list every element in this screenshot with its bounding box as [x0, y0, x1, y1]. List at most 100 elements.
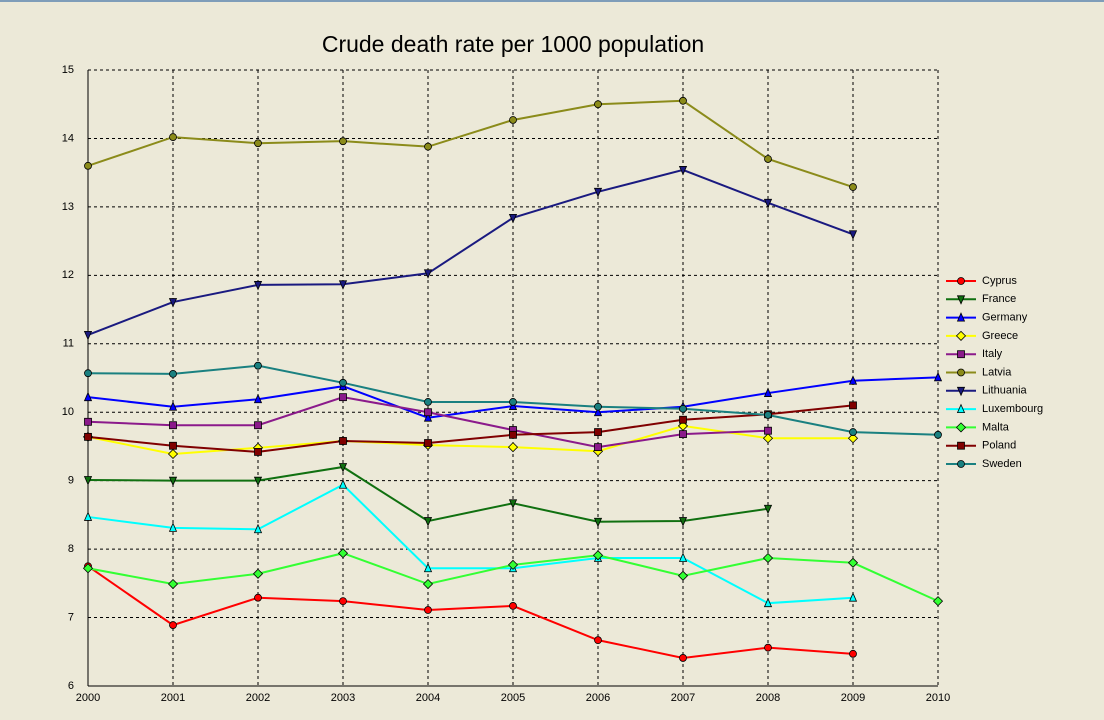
marker — [423, 562, 433, 573]
marker — [339, 597, 347, 606]
marker — [254, 139, 262, 148]
marker — [593, 406, 603, 417]
marker — [424, 142, 432, 151]
marker — [764, 426, 772, 435]
series-line — [87, 99, 854, 188]
marker — [337, 548, 349, 559]
y-tick-label: 7 — [68, 611, 74, 623]
legend-label: France — [982, 293, 1016, 305]
x-tick-label: 2010 — [926, 692, 950, 704]
marker — [424, 439, 432, 447]
marker — [509, 398, 517, 406]
marker — [338, 280, 348, 290]
marker — [82, 563, 94, 574]
marker — [339, 378, 347, 387]
legend-label: Lithuania — [982, 385, 1028, 397]
marker — [168, 522, 178, 532]
y-tick-label: 6 — [68, 680, 74, 692]
y-tick-label: 12 — [62, 269, 74, 281]
marker — [762, 433, 774, 444]
marker — [84, 432, 92, 441]
marker — [594, 402, 602, 411]
marker — [169, 133, 177, 141]
marker — [423, 412, 433, 422]
legend-marker — [955, 422, 967, 433]
marker — [762, 552, 774, 564]
x-tick-label: 2007 — [671, 692, 695, 704]
marker — [168, 401, 178, 411]
marker — [422, 578, 434, 590]
x-tick-label: 2009 — [841, 692, 865, 704]
legend-marker — [956, 403, 966, 414]
x-tick-label: 2002 — [246, 692, 270, 704]
y-tick-label: 11 — [63, 338, 74, 350]
marker — [764, 155, 772, 163]
marker — [679, 96, 687, 105]
marker — [508, 213, 518, 224]
marker — [679, 654, 687, 662]
marker — [253, 281, 263, 291]
legend-label: Greece — [982, 330, 1018, 342]
marker — [252, 568, 264, 579]
marker — [168, 476, 178, 487]
marker — [594, 100, 602, 109]
marker — [849, 649, 857, 658]
marker — [168, 298, 178, 308]
legend-label: Malta — [982, 421, 1010, 433]
legend-marker — [957, 368, 965, 377]
marker — [849, 401, 857, 410]
marker — [507, 559, 519, 570]
marker — [677, 570, 689, 581]
marker — [254, 421, 262, 430]
legend-marker — [955, 330, 967, 341]
marker — [338, 479, 348, 489]
marker — [83, 476, 93, 486]
marker — [594, 443, 602, 452]
marker — [424, 398, 432, 406]
legend-marker — [957, 350, 965, 359]
marker — [849, 183, 857, 191]
marker — [338, 463, 348, 473]
marker — [763, 387, 773, 397]
marker — [848, 230, 858, 240]
marker — [507, 442, 519, 453]
series-line — [87, 565, 854, 659]
marker — [678, 552, 688, 562]
legend-marker — [956, 295, 966, 305]
legend-label: Latvia — [982, 366, 1012, 378]
legend-label: Luxembourg — [982, 403, 1043, 415]
legend-marker — [957, 460, 965, 468]
marker — [848, 375, 858, 385]
marker — [678, 166, 688, 176]
x-tick-label: 2005 — [501, 692, 525, 704]
y-tick-label: 8 — [68, 543, 74, 555]
legend-label: Sweden — [982, 458, 1022, 470]
marker — [167, 578, 179, 590]
marker — [934, 430, 942, 439]
marker — [254, 361, 262, 370]
marker — [83, 391, 93, 402]
series-line — [87, 168, 854, 336]
series-line — [87, 404, 854, 453]
marker — [509, 116, 517, 124]
marker — [84, 369, 92, 378]
x-tick-label: 2004 — [416, 692, 440, 704]
legend-label: Cyprus — [982, 275, 1017, 287]
x-tick-label: 2001 — [161, 692, 185, 704]
legend-marker — [956, 312, 966, 322]
marker — [678, 517, 688, 527]
marker — [763, 504, 773, 515]
marker — [508, 499, 518, 509]
marker — [253, 476, 263, 487]
marker — [339, 437, 347, 445]
x-tick-label: 2000 — [76, 692, 100, 704]
marker — [424, 606, 432, 614]
legend-marker — [957, 277, 965, 285]
marker — [509, 602, 517, 610]
marker — [253, 523, 263, 534]
y-tick-label: 15 — [62, 64, 74, 76]
marker — [592, 550, 604, 561]
marker — [84, 161, 92, 170]
marker — [339, 137, 347, 146]
